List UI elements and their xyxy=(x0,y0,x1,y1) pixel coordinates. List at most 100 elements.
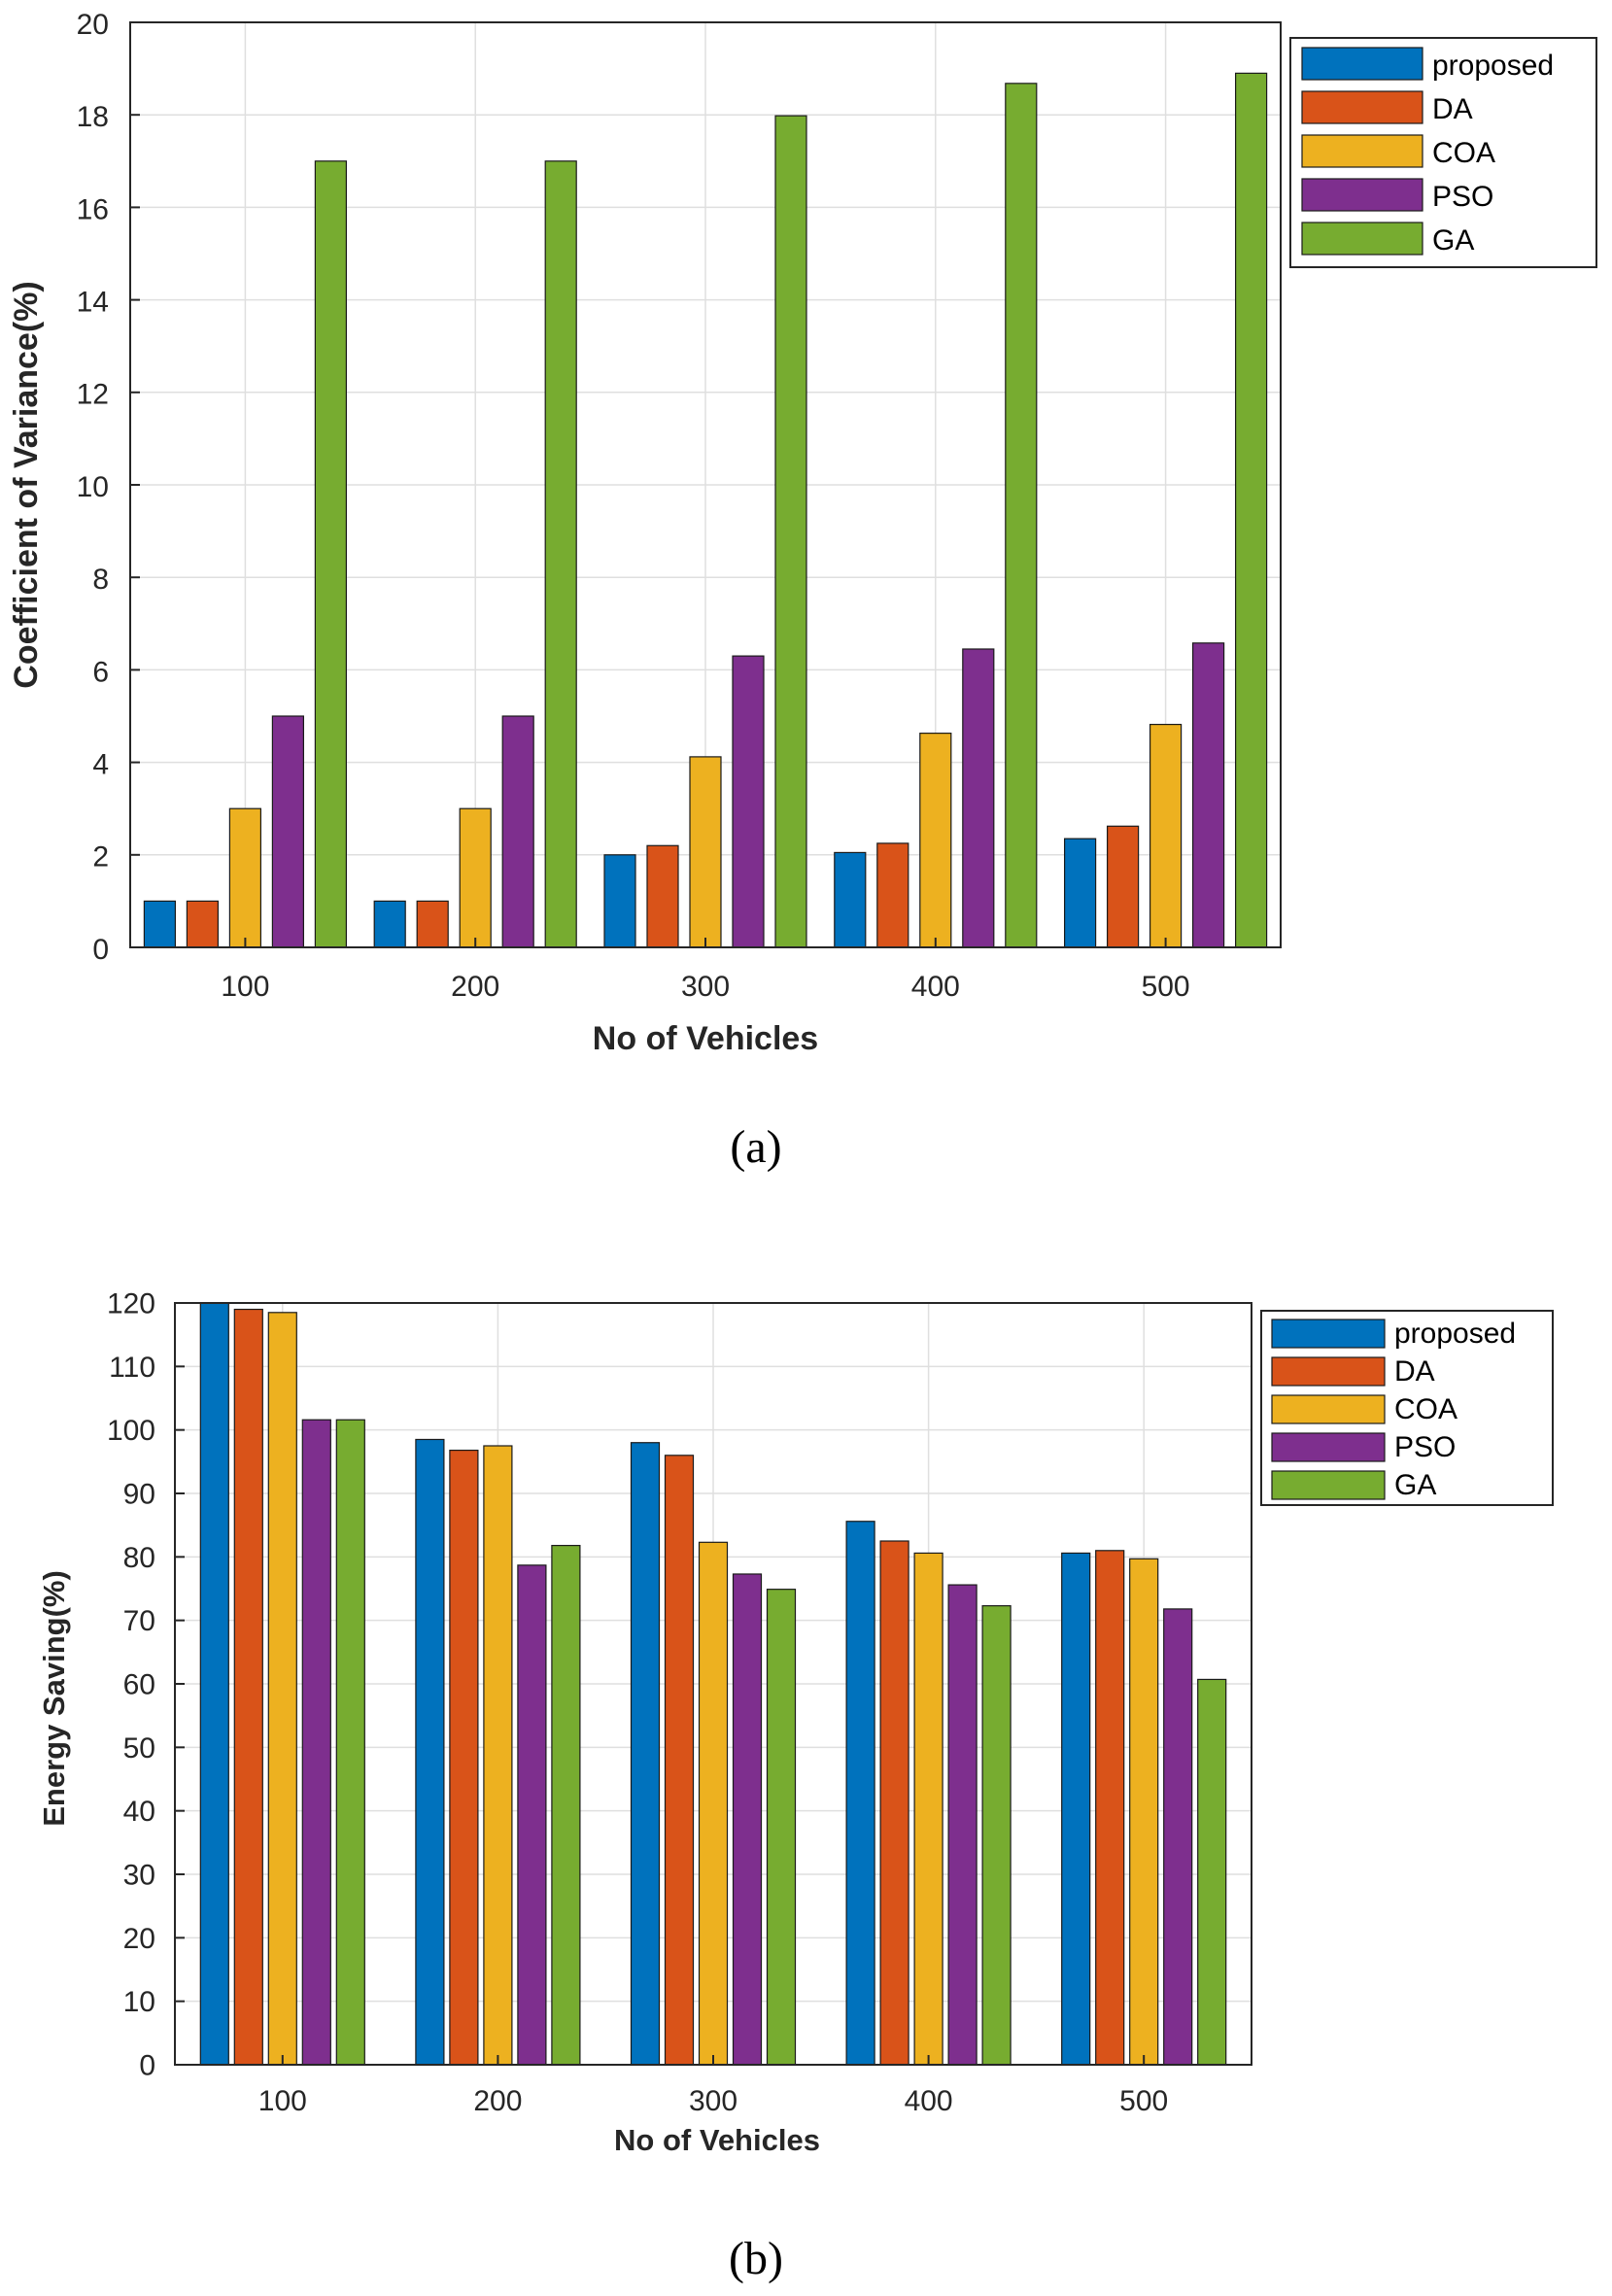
chart-a-bar-pso-300 xyxy=(732,655,765,948)
chart-b-bar-pso-100 xyxy=(301,1419,331,2066)
chart-b-y-tick-10: 10 xyxy=(123,1986,155,2018)
chart-a-y-tick-2: 2 xyxy=(92,841,109,874)
chart-a-bar-proposed-400 xyxy=(834,851,867,948)
chart-a-bar-coa-500 xyxy=(1149,723,1183,948)
chart-b-y-tick-80: 80 xyxy=(123,1542,155,1574)
chart-a-legend-label-proposed: proposed xyxy=(1432,50,1554,82)
chart-b-legend-label-da: DA xyxy=(1394,1355,1435,1388)
chart-b-x-ticks: 100 200 300 400 500 xyxy=(258,2055,1168,2117)
chart-b-y-ticks: 0 10 20 30 40 50 60 70 80 90 100 110 120 xyxy=(107,1288,185,2082)
chart-b-y-tick-100: 100 xyxy=(107,1415,155,1447)
chart-b-bar-coa-400 xyxy=(913,1552,943,2066)
chart-a-legend-swatch-coa xyxy=(1301,134,1423,168)
chart-b-x-axis-label: No of Vehicles xyxy=(614,2123,820,2157)
chart-a-x-axis-label: No of Vehicles xyxy=(593,1020,818,1057)
chart-b-bar-da-400 xyxy=(879,1540,909,2066)
chart-a-bar-pso-100 xyxy=(271,715,304,948)
chart-b-bar-coa-200 xyxy=(483,1445,513,2066)
chart-a-x-tick-200: 200 xyxy=(451,971,499,1003)
chart-a-x-tick-500: 500 xyxy=(1142,971,1190,1003)
chart-a-bar-pso-400 xyxy=(962,648,995,948)
chart-b-legend-swatch-ga xyxy=(1271,1470,1386,1500)
chart-a-caption: (a) xyxy=(730,1121,781,1173)
chart-b-legend-swatch-da xyxy=(1271,1356,1386,1387)
chart-b-y-tick-0: 0 xyxy=(139,2050,155,2082)
chart-a-bar-ga-100 xyxy=(314,160,347,948)
chart-b-y-tick-70: 70 xyxy=(123,1605,155,1637)
chart-b-legend-swatch-coa xyxy=(1271,1394,1386,1424)
chart-b-bar-ga-100 xyxy=(335,1419,365,2066)
chart-b-y-axis-label: Energy Saving(%) xyxy=(37,1570,71,1827)
chart-a-bar-coa-100 xyxy=(228,807,261,948)
chart-a-legend-swatch-ga xyxy=(1301,222,1423,256)
chart-b-bar-pso-200 xyxy=(517,1564,547,2066)
chart-b-x-tick-400: 400 xyxy=(905,2085,953,2117)
chart-b-bar-proposed-100 xyxy=(199,1302,229,2066)
chart-a-y-tick-16: 16 xyxy=(77,193,109,225)
chart-a-bar-da-400 xyxy=(876,842,909,948)
chart-b-legend-swatch-pso xyxy=(1271,1432,1386,1462)
chart-a-legend-label-da: DA xyxy=(1432,93,1473,125)
chart-b-x-tick-200: 200 xyxy=(473,2085,522,2117)
chart-b-x-tick-300: 300 xyxy=(689,2085,737,2117)
chart-b-legend-swatch-proposed xyxy=(1271,1319,1386,1349)
chart-a-bar-da-100 xyxy=(186,900,219,948)
chart-a-legend-label-ga: GA xyxy=(1432,224,1474,257)
chart-a-bar-proposed-500 xyxy=(1063,838,1097,948)
chart-a-x-tick-100: 100 xyxy=(221,971,269,1003)
chart-a-bar-da-200 xyxy=(416,900,449,948)
chart-a-legend-swatch-da xyxy=(1301,90,1423,124)
chart-a-x-tick-300: 300 xyxy=(681,971,730,1003)
chart-b-legend-label-proposed: proposed xyxy=(1394,1318,1516,1350)
chart-b-x-tick-100: 100 xyxy=(258,2085,307,2117)
chart-b-legend-label-ga: GA xyxy=(1394,1469,1436,1501)
chart-a-y-tick-10: 10 xyxy=(77,471,109,503)
chart-a-bar-da-500 xyxy=(1106,825,1140,948)
chart-b-y-tick-50: 50 xyxy=(123,1732,155,1765)
chart-b-x-tick-500: 500 xyxy=(1119,2085,1168,2117)
chart-a-bar-ga-400 xyxy=(1005,83,1038,948)
chart-b-bar-coa-300 xyxy=(698,1541,729,2066)
chart-a-x-tick-400: 400 xyxy=(911,971,960,1003)
chart-a-legend-swatch-pso xyxy=(1301,178,1423,212)
chart-a: 0 2 4 6 8 10 12 14 16 18 20 100 200 300 400 500 No of … xyxy=(8,9,1597,1173)
chart-b: 0 10 20 30 40 50 60 70 80 90 100 110 120 100 200 300 40… xyxy=(37,1288,1554,2284)
chart-a-y-tick-14: 14 xyxy=(77,287,109,319)
chart-a-y-tick-18: 18 xyxy=(77,101,109,133)
chart-b-y-tick-110: 110 xyxy=(109,1352,155,1384)
chart-a-bar-ga-300 xyxy=(774,115,807,948)
chart-b-bar-pso-400 xyxy=(947,1584,977,2066)
chart-b-legend: proposed DA COA PSO GA xyxy=(1260,1310,1554,1506)
chart-a-bar-pso-500 xyxy=(1191,642,1225,948)
chart-b-y-tick-120: 120 xyxy=(107,1288,155,1320)
chart-b-bar-da-200 xyxy=(449,1449,479,2066)
chart-b-y-tick-60: 60 xyxy=(123,1669,155,1701)
chart-b-bar-coa-500 xyxy=(1129,1558,1159,2066)
chart-a-legend-swatch-proposed xyxy=(1301,47,1423,81)
chart-a-bar-proposed-200 xyxy=(373,900,406,948)
chart-b-y-tick-90: 90 xyxy=(123,1479,155,1511)
chart-a-y-tick-0: 0 xyxy=(92,934,109,966)
chart-a-bar-proposed-300 xyxy=(603,854,636,948)
chart-b-bar-proposed-300 xyxy=(630,1442,661,2066)
chart-a-bars xyxy=(143,72,1268,948)
chart-b-bar-da-300 xyxy=(664,1455,695,2066)
chart-b-bar-ga-200 xyxy=(551,1544,581,2066)
chart-a-y-tick-4: 4 xyxy=(92,749,109,781)
chart-b-bar-coa-100 xyxy=(267,1312,297,2066)
chart-a-y-ticks: 0 2 4 6 8 10 12 14 16 18 20 xyxy=(77,9,140,966)
chart-b-bar-da-100 xyxy=(233,1308,263,2066)
chart-b-bar-proposed-400 xyxy=(845,1521,875,2066)
chart-a-bar-coa-300 xyxy=(689,756,722,948)
chart-b-bar-ga-400 xyxy=(981,1605,1012,2066)
chart-a-bar-ga-500 xyxy=(1234,72,1268,948)
chart-b-y-tick-20: 20 xyxy=(123,1923,155,1955)
chart-b-y-tick-30: 30 xyxy=(123,1860,155,1892)
chart-b-legend-label-coa: COA xyxy=(1394,1393,1458,1425)
chart-b-y-tick-40: 40 xyxy=(123,1796,155,1828)
chart-a-x-ticks: 100 200 300 400 500 xyxy=(221,938,1190,1003)
chart-a-y-tick-8: 8 xyxy=(92,564,109,596)
chart-a-y-tick-12: 12 xyxy=(77,379,109,411)
chart-b-bar-proposed-200 xyxy=(415,1438,445,2066)
